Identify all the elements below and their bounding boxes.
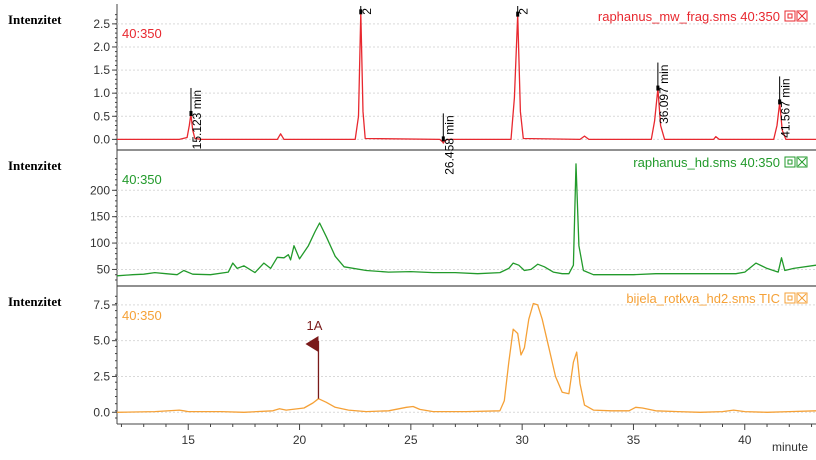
close-icon	[796, 156, 808, 168]
chart-panel-2: 50 100 150 200 Intenzitet 40:350 raphanus_hd.s…	[8, 150, 816, 287]
y-tick-label: 150	[90, 210, 110, 224]
peak-label: 15.123 min	[190, 90, 204, 149]
peak-label: 26.458 min	[442, 115, 456, 174]
channel-label: 40:350	[122, 308, 162, 323]
peak-label: 36.097 min	[657, 65, 671, 124]
restore-icon	[784, 10, 796, 22]
y-tick-label: 5.0	[93, 334, 110, 348]
y-axis-label: Intenzitet	[8, 12, 62, 27]
peak-marker	[359, 9, 363, 15]
peak-marker	[656, 85, 660, 91]
close-icon	[796, 292, 808, 304]
close-icon-stroke	[797, 11, 807, 21]
restore-icon	[784, 292, 796, 304]
y-tick-label: 200	[90, 183, 110, 197]
chart-panel-3: 0.0 2.5 5.0 7.5 Intenzitet 40:350 bijela_rotkv…	[8, 286, 816, 425]
y-tick-label: 2.5	[93, 369, 110, 383]
peak-marker	[441, 136, 445, 142]
x-tick-label: 15	[182, 433, 196, 447]
y-tick-label: 2.0	[93, 40, 110, 54]
peak-marker	[516, 11, 520, 17]
y-axis-label: Intenzitet	[8, 158, 62, 173]
close-icon-stroke	[797, 293, 807, 303]
chart-panel-1: 0.0 0.5 1.0 1.5 2.0 2.5 Intenzitet 40:350 raphan…	[8, 4, 816, 175]
y-tick-label: 50	[97, 262, 111, 276]
y-tick-label: 100	[90, 236, 110, 250]
peak-label: 2	[360, 8, 374, 15]
restore-icon-inner	[787, 295, 793, 301]
peak-marker	[189, 110, 193, 116]
x-tick-label: 25	[404, 433, 418, 447]
channel-label: 40:350	[122, 26, 162, 41]
peak-label: 41.567 min	[779, 78, 793, 137]
x-axis: 15 20 25 30 35 40 minute	[117, 423, 816, 454]
series-line	[116, 302, 816, 413]
x-tick-label: 35	[627, 433, 641, 447]
series-line	[117, 11, 816, 144]
file-label: bijela_rotkva_hd2.sms TIC	[626, 291, 780, 306]
y-tick-label: 1.0	[93, 86, 110, 100]
y-tick-label: 0.5	[93, 109, 110, 123]
marker-flag-icon	[305, 336, 319, 352]
restore-icon-inner	[787, 13, 793, 19]
x-tick-label: 40	[738, 433, 752, 447]
peak-marker	[778, 99, 782, 105]
y-axis-label: Intenzitet	[8, 294, 62, 309]
x-axis-label: minute	[772, 440, 808, 454]
close-icon	[796, 10, 808, 22]
close-icon-stroke	[797, 157, 807, 167]
series-line	[116, 163, 816, 277]
restore-icon	[784, 156, 796, 168]
peak-label: 2	[517, 8, 531, 15]
x-tick-label: 20	[293, 433, 307, 447]
marker-label: 1A	[307, 318, 323, 333]
y-tick-label: 1.5	[93, 63, 110, 77]
y-tick-label: 7.5	[93, 298, 110, 312]
file-label: raphanus_hd.sms 40:350	[633, 155, 780, 170]
y-tick-label: 0.0	[93, 405, 110, 419]
y-tick-label: 0.0	[93, 132, 110, 146]
x-tick-label: 30	[515, 433, 529, 447]
restore-icon-inner	[787, 159, 793, 165]
channel-label: 40:350	[122, 172, 162, 187]
y-tick-label: 2.5	[93, 17, 110, 31]
file-label: raphanus_mw_frag.sms 40:350	[598, 9, 780, 24]
